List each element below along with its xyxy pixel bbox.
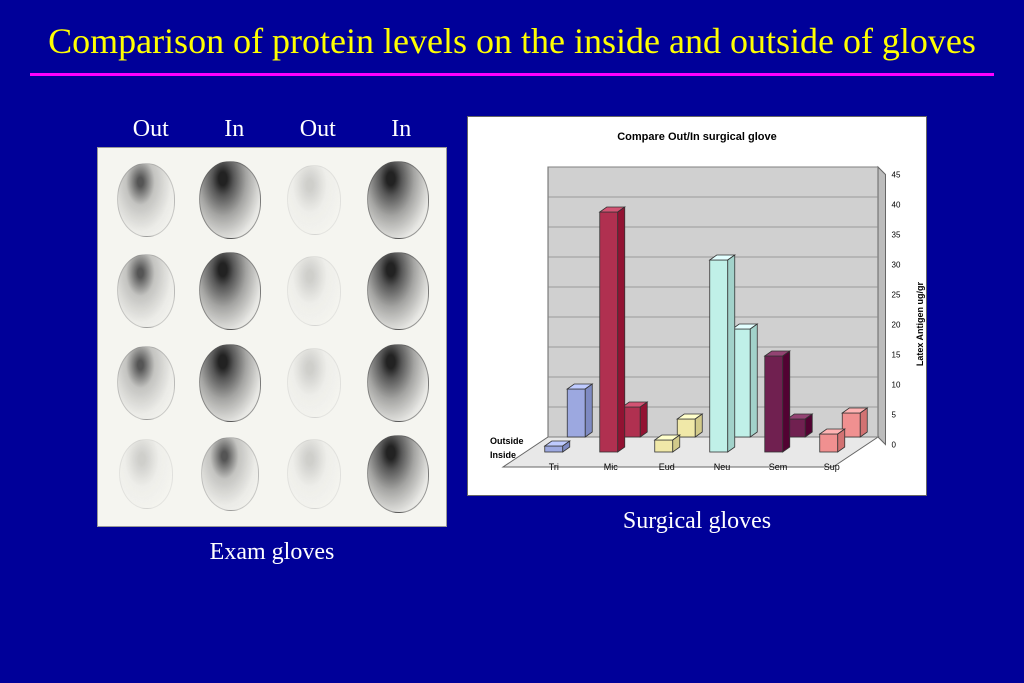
svg-text:5: 5	[892, 410, 897, 419]
fingerprint-strong	[199, 252, 261, 330]
svg-text:30: 30	[892, 260, 901, 269]
col-label: In	[224, 116, 244, 143]
fingerprint-cell	[274, 247, 354, 335]
svg-text:0: 0	[892, 440, 897, 449]
svg-text:10: 10	[892, 380, 901, 389]
svg-text:40: 40	[892, 200, 901, 209]
fingerprint-cell	[358, 430, 438, 518]
fingerprint-cell	[190, 430, 270, 518]
row-labels: Outside Inside	[490, 434, 524, 463]
exam-fingerprint-grid	[97, 147, 447, 527]
col-label: Out	[133, 116, 169, 143]
chart-box: Compare Out/In surgical glove 0510152025…	[467, 116, 927, 496]
fingerprint-cell	[274, 339, 354, 427]
svg-text:25: 25	[892, 290, 901, 299]
svg-text:Sup: Sup	[824, 462, 840, 472]
fingerprint-faint	[119, 439, 173, 509]
fingerprint-faint	[287, 439, 341, 509]
svg-text:15: 15	[892, 350, 901, 359]
svg-text:20: 20	[892, 320, 901, 329]
slide-title: Comparison of protein levels on the insi…	[0, 0, 1024, 65]
fingerprint-strong	[199, 344, 261, 422]
svg-text:35: 35	[892, 230, 901, 239]
fingerprint-faint	[287, 348, 341, 418]
fingerprint-strong	[367, 435, 429, 513]
col-label: Out	[300, 116, 336, 143]
col-label: In	[391, 116, 411, 143]
fingerprint-faint	[287, 256, 341, 326]
y-axis-label: Latex Antigen ug/gr	[915, 282, 925, 366]
fingerprint-medium	[117, 254, 175, 328]
fingerprint-medium	[201, 437, 259, 511]
fingerprint-cell	[106, 430, 186, 518]
svg-text:Sem: Sem	[769, 462, 788, 472]
svg-text:Neu: Neu	[714, 462, 731, 472]
surgical-gloves-panel: Compare Out/In surgical glove 0510152025…	[467, 116, 927, 566]
fingerprint-cell	[358, 247, 438, 335]
fingerprint-faint	[287, 165, 341, 235]
fingerprint-cell	[274, 430, 354, 518]
fingerprint-medium	[117, 346, 175, 420]
surgical-caption: Surgical gloves	[467, 508, 927, 535]
content-area: Out In Out In Exam gloves Compare Out/In…	[0, 116, 1024, 566]
svg-text:Mic: Mic	[604, 462, 618, 472]
bar-chart-3d: 0 5 10 15 20 25 30 35 40 45 Tri Mic Eud Neu Sem Sup	[468, 117, 928, 497]
fingerprint-strong	[199, 161, 261, 239]
svg-text:45: 45	[892, 170, 901, 179]
svg-text:Eud: Eud	[659, 462, 675, 472]
fingerprint-cell	[274, 156, 354, 244]
fingerprint-cell	[358, 339, 438, 427]
row-label-inside: Inside	[490, 448, 524, 462]
fingerprint-medium	[117, 163, 175, 237]
fingerprint-cell	[190, 339, 270, 427]
fingerprint-strong	[367, 252, 429, 330]
fingerprint-strong	[367, 161, 429, 239]
fingerprint-cell	[106, 339, 186, 427]
fingerprint-cell	[190, 156, 270, 244]
title-underline	[30, 73, 994, 76]
exam-caption: Exam gloves	[97, 539, 447, 566]
row-label-outside: Outside	[490, 434, 524, 448]
fingerprint-cell	[106, 156, 186, 244]
svg-text:Tri: Tri	[549, 462, 559, 472]
fingerprint-cell	[358, 156, 438, 244]
exam-column-labels: Out In Out In	[97, 116, 447, 143]
fingerprint-cell	[190, 247, 270, 335]
exam-gloves-panel: Out In Out In Exam gloves	[97, 116, 447, 566]
fingerprint-strong	[367, 344, 429, 422]
fingerprint-cell	[106, 247, 186, 335]
